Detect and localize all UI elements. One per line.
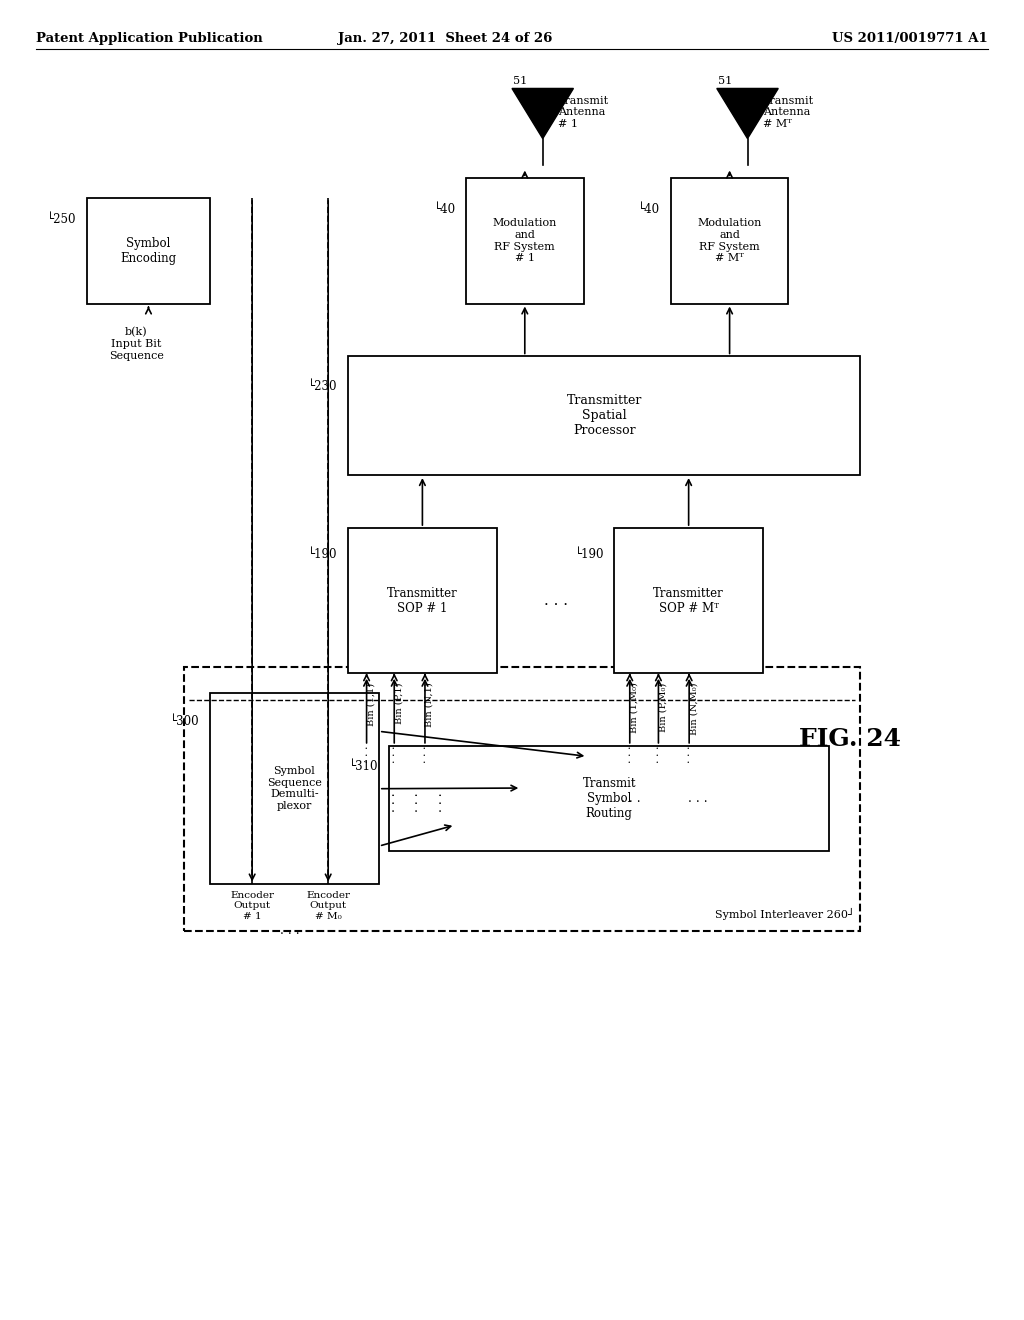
Text: └250: └250: [47, 213, 77, 226]
Text: . . .: . . .: [544, 594, 567, 607]
Text: Transmit
Antenna
# 1: Transmit Antenna # 1: [558, 95, 609, 129]
Text: Bin (P,1): Bin (P,1): [394, 682, 403, 723]
Bar: [671, 178, 788, 304]
Text: Symbol
Encoding: Symbol Encoding: [121, 236, 176, 265]
Text: . . .: . . .: [622, 792, 641, 805]
Text: └230: └230: [308, 380, 338, 392]
Text: Transmitter
SOP # 1: Transmitter SOP # 1: [387, 586, 458, 615]
Text: Bin (N,M₀): Bin (N,M₀): [689, 682, 698, 735]
Text: US 2011/0019771 A1: US 2011/0019771 A1: [833, 32, 988, 45]
Text: └190: └190: [574, 548, 604, 561]
Text: └310: └310: [349, 760, 379, 774]
Text: Jan. 27, 2011  Sheet 24 of 26: Jan. 27, 2011 Sheet 24 of 26: [338, 32, 553, 45]
Bar: [210, 693, 379, 884]
Text: Bin (1,M₀): Bin (1,M₀): [630, 682, 639, 734]
Text: Encoder
Output
# 1: Encoder Output # 1: [230, 891, 274, 921]
Text: Modulation
and
RF System
# 1: Modulation and RF System # 1: [493, 219, 557, 263]
Text: . . .: . . .: [623, 746, 633, 763]
Text: Symbol Interleaver 260┘: Symbol Interleaver 260┘: [716, 908, 855, 920]
Polygon shape: [512, 88, 573, 139]
Text: FIG. 24: FIG. 24: [799, 727, 901, 751]
Text: . . .: . . .: [387, 746, 397, 763]
Text: Bin (1,1): Bin (1,1): [367, 682, 376, 726]
Text: Transmit
Antenna
# Mᵀ: Transmit Antenna # Mᵀ: [763, 95, 814, 129]
Text: └300: └300: [170, 715, 200, 729]
Text: Transmitter
Spatial
Processor: Transmitter Spatial Processor: [566, 395, 642, 437]
Text: . . .: . . .: [687, 792, 708, 805]
Text: Bin (P,M₀): Bin (P,M₀): [658, 682, 668, 731]
Text: . . .: . . .: [432, 792, 444, 812]
Text: 51: 51: [513, 75, 527, 86]
Text: Encoder
Output
# M₀: Encoder Output # M₀: [306, 891, 350, 921]
Bar: [466, 178, 584, 304]
Text: . . .: . . .: [281, 924, 300, 937]
Text: Patent Application Publication: Patent Application Publication: [36, 32, 262, 45]
Polygon shape: [717, 88, 778, 139]
Text: Transmitter
SOP # Mᵀ: Transmitter SOP # Mᵀ: [653, 586, 724, 615]
Text: 51: 51: [718, 75, 732, 86]
Text: . . .: . . .: [651, 746, 662, 763]
Text: . . .: . . .: [409, 792, 421, 812]
Bar: [348, 356, 860, 475]
Text: └190: └190: [308, 548, 338, 561]
Text: Transmit
Symbol
Routing: Transmit Symbol Routing: [583, 777, 636, 820]
Bar: [87, 198, 210, 304]
Text: └40: └40: [433, 203, 456, 216]
Text: Modulation
and
RF System
# Mᵀ: Modulation and RF System # Mᵀ: [697, 219, 762, 263]
Text: . . .: . . .: [385, 792, 397, 812]
Text: . . .: . . .: [418, 746, 428, 763]
Bar: [184, 667, 860, 931]
Bar: [614, 528, 763, 673]
Text: Bin (N,1): Bin (N,1): [425, 682, 434, 727]
Text: └40: └40: [638, 203, 660, 216]
Text: Symbol
Sequence
Demulti-
plexor: Symbol Sequence Demulti- plexor: [267, 767, 322, 810]
Text: . . .: . . .: [682, 746, 692, 763]
Text: b(k)
Input Bit
Sequence: b(k) Input Bit Sequence: [109, 327, 164, 360]
Bar: [348, 528, 497, 673]
Bar: [389, 746, 829, 851]
Text: . . .: . . .: [359, 746, 370, 763]
